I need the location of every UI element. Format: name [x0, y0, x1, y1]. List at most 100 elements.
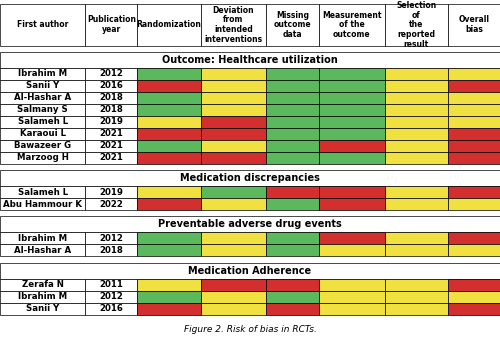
Text: 2019: 2019 — [100, 117, 123, 126]
Bar — [138, 244, 200, 256]
Bar — [318, 198, 384, 210]
Bar — [448, 198, 500, 210]
Bar — [200, 80, 266, 92]
Bar — [384, 290, 448, 303]
Bar — [384, 233, 448, 244]
Text: Salameh L: Salameh L — [18, 117, 68, 126]
Bar — [200, 244, 266, 256]
Bar — [0, 263, 500, 279]
Bar — [85, 4, 138, 45]
Bar — [0, 140, 85, 152]
Bar — [318, 128, 384, 140]
Bar — [384, 92, 448, 104]
Bar — [85, 279, 138, 290]
Bar — [0, 233, 85, 244]
Bar — [0, 104, 85, 116]
Bar — [318, 140, 384, 152]
Text: Randomization: Randomization — [136, 20, 202, 29]
Text: 2019: 2019 — [100, 188, 123, 196]
Bar — [266, 92, 318, 104]
Text: Salameh L: Salameh L — [18, 188, 68, 196]
Bar — [318, 68, 384, 80]
Bar — [200, 116, 266, 128]
Bar — [200, 92, 266, 104]
Bar — [448, 186, 500, 198]
Bar — [200, 152, 266, 164]
Text: Al-Hashar A: Al-Hashar A — [14, 246, 71, 255]
Text: Selection
of
the
reported
result: Selection of the reported result — [396, 1, 436, 49]
Bar — [200, 140, 266, 152]
Bar — [448, 68, 500, 80]
Text: Measurement
of the
outcome: Measurement of the outcome — [322, 10, 382, 39]
Text: 2021: 2021 — [100, 153, 123, 162]
Bar — [266, 233, 318, 244]
Bar — [85, 92, 138, 104]
Bar — [0, 244, 85, 256]
Bar — [448, 290, 500, 303]
Bar — [448, 303, 500, 315]
Bar — [85, 116, 138, 128]
Bar — [85, 198, 138, 210]
Text: Bawazeer G: Bawazeer G — [14, 141, 71, 150]
Bar — [138, 198, 200, 210]
Bar — [138, 80, 200, 92]
Bar — [0, 4, 85, 45]
Bar — [0, 216, 500, 233]
Bar — [266, 128, 318, 140]
Bar — [448, 104, 500, 116]
Bar — [85, 80, 138, 92]
Bar — [200, 290, 266, 303]
Bar — [200, 4, 266, 45]
Bar — [266, 80, 318, 92]
Text: Zerafa N: Zerafa N — [22, 280, 64, 289]
Bar — [0, 170, 500, 186]
Bar — [0, 92, 85, 104]
Bar — [448, 80, 500, 92]
Bar — [266, 303, 318, 315]
Bar — [384, 104, 448, 116]
Bar — [200, 279, 266, 290]
Text: 2022: 2022 — [100, 200, 123, 209]
Bar — [138, 303, 200, 315]
Text: Marzoog H: Marzoog H — [16, 153, 68, 162]
Text: 2016: 2016 — [100, 81, 123, 90]
Bar — [266, 290, 318, 303]
Text: Overall
bias: Overall bias — [458, 16, 490, 34]
Bar — [85, 186, 138, 198]
Bar — [200, 186, 266, 198]
Bar — [384, 140, 448, 152]
Bar — [448, 244, 500, 256]
Bar — [448, 152, 500, 164]
Text: 2018: 2018 — [100, 105, 123, 114]
Bar — [138, 233, 200, 244]
Bar — [85, 233, 138, 244]
Bar — [384, 128, 448, 140]
Bar — [448, 279, 500, 290]
Text: Ibrahim M: Ibrahim M — [18, 292, 67, 301]
Bar — [318, 290, 384, 303]
Bar — [0, 198, 85, 210]
Bar — [384, 68, 448, 80]
Bar — [0, 279, 85, 290]
Bar — [384, 198, 448, 210]
Bar — [266, 116, 318, 128]
Bar — [200, 303, 266, 315]
Bar — [85, 152, 138, 164]
Text: Deviation
from
intended
interventions: Deviation from intended interventions — [204, 6, 262, 44]
Text: Figure 2. Risk of bias in RCTs.: Figure 2. Risk of bias in RCTs. — [184, 325, 316, 334]
Bar — [138, 4, 200, 45]
Text: Medication discrepancies: Medication discrepancies — [180, 173, 320, 183]
Bar — [138, 104, 200, 116]
Bar — [85, 140, 138, 152]
Bar — [0, 186, 85, 198]
Bar — [138, 128, 200, 140]
Bar — [384, 152, 448, 164]
Text: Karaoui L: Karaoui L — [20, 129, 66, 138]
Bar — [318, 92, 384, 104]
Bar — [384, 116, 448, 128]
Bar — [0, 303, 85, 315]
Text: 2012: 2012 — [100, 292, 123, 301]
Text: 2012: 2012 — [100, 234, 123, 243]
Bar — [384, 279, 448, 290]
Bar — [0, 68, 85, 80]
